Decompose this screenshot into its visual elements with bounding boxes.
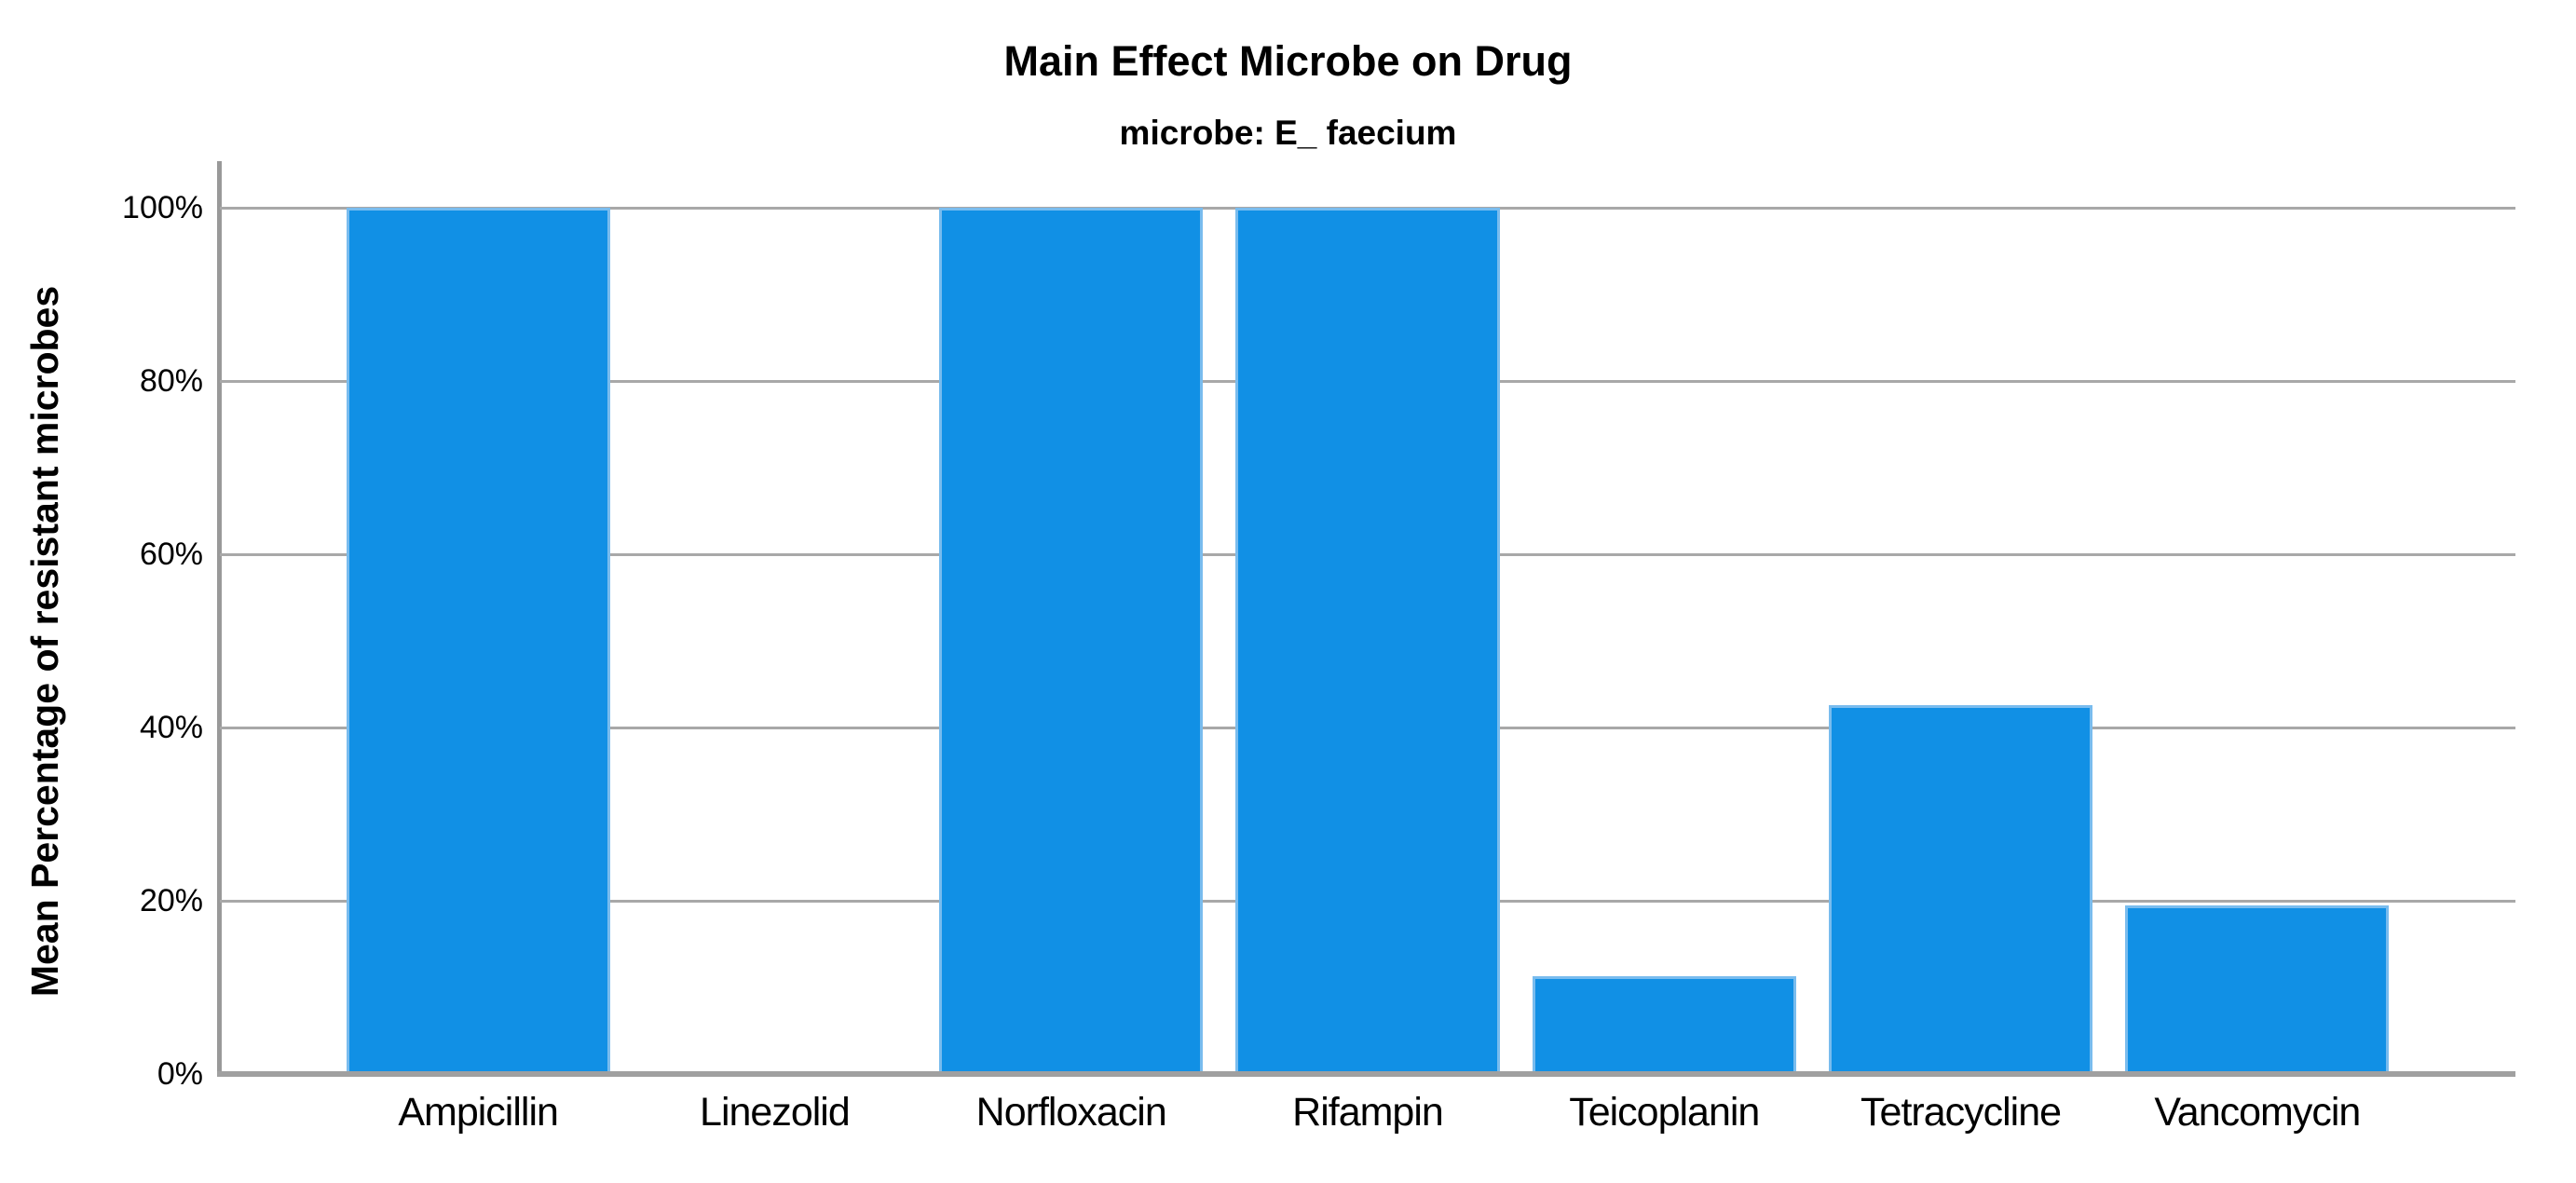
y-tick-label: 20%	[139, 883, 203, 918]
bar-norfloxacin	[939, 208, 1204, 1074]
y-tick-label: 40%	[139, 710, 203, 745]
x-axis-line	[217, 1071, 2515, 1077]
bar-slot	[1516, 208, 1812, 1074]
bar-slot	[330, 208, 626, 1074]
x-tick-label: Rifampin	[1292, 1090, 1444, 1135]
y-tick-label: 100%	[122, 190, 203, 225]
y-tick-label: 60%	[139, 537, 203, 572]
bar-slot	[626, 208, 922, 1074]
chart-title: Main Effect Microbe on Drug	[1003, 37, 1573, 85]
y-tick-label: 0%	[157, 1056, 203, 1092]
bar-slot	[2109, 208, 2406, 1074]
x-tick-label: Vancomycin	[2154, 1090, 2361, 1135]
x-axis-tick-labels: Ampicillin Linezolid Norfloxacin Rifampin Te…	[330, 1090, 2406, 1135]
bar-vancomycin	[2125, 904, 2390, 1074]
chart-subtitle: microbe: E_ faecium	[1119, 114, 1457, 152]
x-tick-label: Tetracycline	[1860, 1090, 2062, 1135]
x-tick-label: Linezolid	[700, 1090, 851, 1135]
y-axis-tick-labels: 0% 20% 40% 60% 80% 100%	[37, 190, 203, 1092]
bar-slot	[923, 208, 1220, 1074]
bar-teicoplanin	[1532, 975, 1796, 1074]
bar-tetracycline	[1828, 704, 2093, 1074]
bars-container	[330, 208, 2406, 1074]
x-tick-label: Teicoplanin	[1569, 1090, 1760, 1135]
y-axis-line	[217, 161, 222, 1077]
bar-rifampin	[1235, 208, 1500, 1074]
bar-slot	[1812, 208, 2108, 1074]
x-tick-label: Ampicillin	[398, 1090, 559, 1135]
bar-ampicillin	[346, 208, 610, 1074]
x-tick-label: Norfloxacin	[975, 1090, 1167, 1135]
plot-area	[220, 206, 2515, 1074]
bar-slot	[1220, 208, 1516, 1074]
y-tick-label: 80%	[139, 363, 203, 399]
